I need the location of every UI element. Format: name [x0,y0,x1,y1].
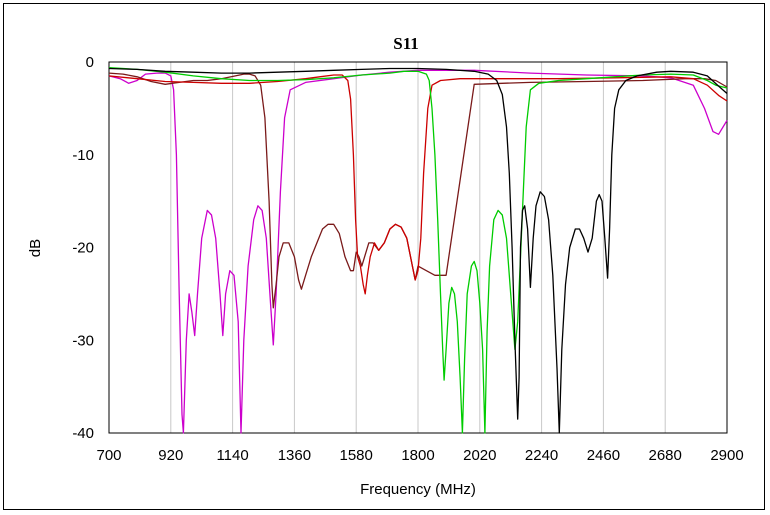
x-tick-label: 2020 [463,447,496,464]
s11-series-line-3 [108,74,728,295]
chart-title: S11 [393,34,419,53]
x-tick-label: 1360 [278,447,311,464]
series-group [108,66,728,434]
s11-series-line-2 [108,72,728,309]
y-tick-labels: 0 -10 -20 -30 -40 [72,54,94,442]
s11-series-line-4 [108,66,728,434]
s11-series-line-5 [108,67,728,434]
y-axis-label: dB [27,239,44,257]
x-tick-label: 2240 [525,447,558,464]
x-tick-label: 1580 [340,447,373,464]
x-tick-label: 700 [96,447,121,464]
chart-frame: S11 700 920 1140 1360 1580 1800 2020 2240 2460 26… [3,3,765,510]
y-tick-label: -10 [72,147,94,164]
x-axis-label: Frequency (MHz) [360,481,476,498]
x-tick-label: 2460 [587,447,620,464]
plot-area [108,61,728,434]
grid-lines [170,62,666,433]
s11-chart: S11 700 920 1140 1360 1580 1800 2020 2240 2460 26… [27,34,744,498]
y-tick-label: -40 [72,425,94,442]
x-tick-labels: 700 920 1140 1360 1580 1800 2020 2240 2460 2680 29… [96,447,743,464]
x-tick-label: 2680 [649,447,682,464]
x-tick-label: 1800 [401,447,434,464]
x-tick-label: 1140 [216,447,248,464]
y-tick-label: 0 [86,54,94,71]
y-tick-label: -20 [72,240,94,257]
y-tick-label: -30 [72,332,94,349]
x-tick-label: 920 [158,447,183,464]
x-tick-label: 2900 [710,447,743,464]
